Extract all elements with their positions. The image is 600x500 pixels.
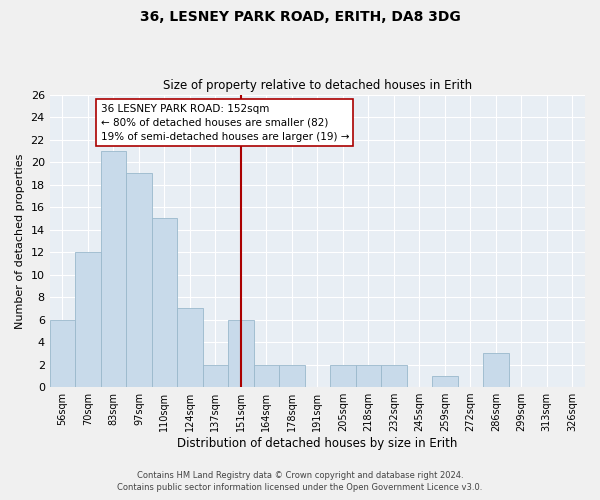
Bar [279,364,305,387]
Bar [330,364,356,387]
Bar [101,151,126,387]
Bar [152,218,177,387]
Bar [381,364,407,387]
X-axis label: Distribution of detached houses by size in Erith: Distribution of detached houses by size … [177,437,458,450]
Bar [177,308,203,387]
Text: 36, LESNEY PARK ROAD, ERITH, DA8 3DG: 36, LESNEY PARK ROAD, ERITH, DA8 3DG [140,10,460,24]
Bar [483,354,509,387]
Bar [356,364,381,387]
Bar [228,320,254,387]
Title: Size of property relative to detached houses in Erith: Size of property relative to detached ho… [163,79,472,92]
Bar [50,320,75,387]
Text: 36 LESNEY PARK ROAD: 152sqm
← 80% of detached houses are smaller (82)
19% of sem: 36 LESNEY PARK ROAD: 152sqm ← 80% of det… [101,104,349,142]
Bar [203,364,228,387]
Text: Contains HM Land Registry data © Crown copyright and database right 2024.
Contai: Contains HM Land Registry data © Crown c… [118,471,482,492]
Bar [126,174,152,387]
Y-axis label: Number of detached properties: Number of detached properties [15,153,25,328]
Bar [432,376,458,387]
Bar [75,252,101,387]
Bar [254,364,279,387]
